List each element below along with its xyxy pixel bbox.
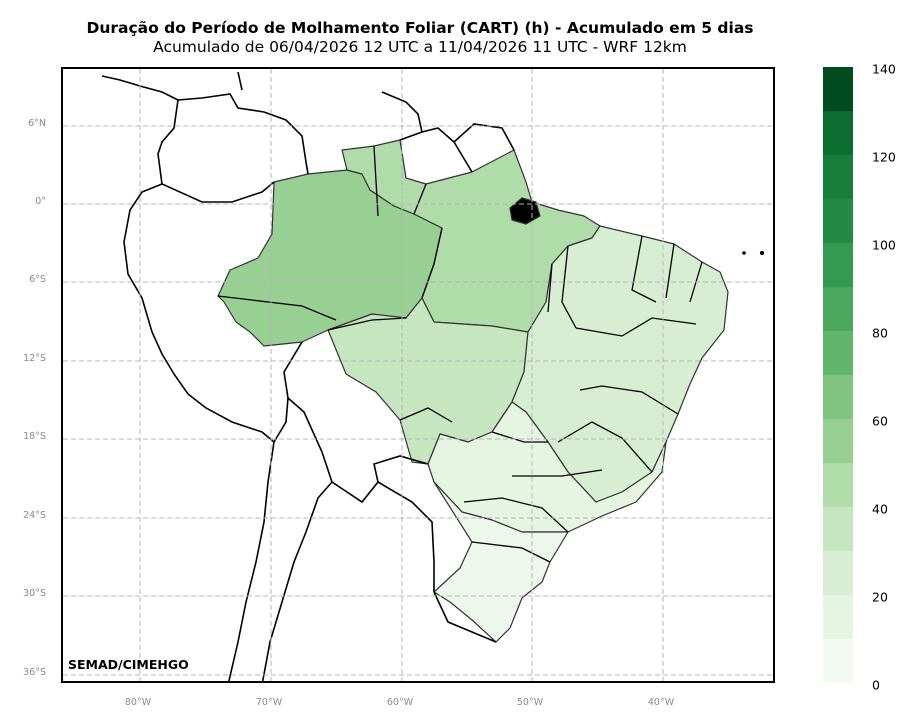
colorbar-label-60: 60 <box>872 413 888 429</box>
map-title: Duração do Período de Molhamento Foliar … <box>86 19 754 37</box>
colorbar-segment <box>823 67 853 111</box>
lat-label-36s: 36°S <box>23 667 46 678</box>
colorbar-segment <box>823 199 853 243</box>
colorbar-segment <box>823 419 853 463</box>
colorbar-segment <box>823 111 853 155</box>
lon-label-40w: 40°W <box>647 697 675 708</box>
colorbar-segment <box>823 507 853 551</box>
region-south <box>433 481 569 643</box>
lon-label-80w: 80°W <box>124 697 152 708</box>
lat-label-24s: 24°S <box>23 510 46 521</box>
lat-label-6n: 6°N <box>28 118 46 129</box>
lon-label-60w: 60°W <box>386 697 414 708</box>
colorbar-segment <box>823 243 853 287</box>
colorbar-segment <box>823 375 853 419</box>
colorbar-segment <box>823 155 853 199</box>
colorbar-segment <box>823 463 853 507</box>
lat-label-12s: 12°S <box>23 353 46 364</box>
map-subtitle: Acumulado de 06/04/2026 12 UTC a 11/04/2… <box>153 38 687 56</box>
lon-label-70w: 70°W <box>255 697 283 708</box>
credit-label: SEMAD/CIMEHGO <box>68 657 189 672</box>
map-canvas <box>63 69 773 681</box>
colorbar-segment <box>823 639 853 683</box>
islands <box>742 250 765 256</box>
colorbar-segment <box>823 595 853 639</box>
colorbar-label-40: 40 <box>872 501 888 517</box>
lat-label-6s: 6°S <box>29 274 46 285</box>
lat-label-30s: 30°S <box>23 588 46 599</box>
colorbar-label-100: 100 <box>872 237 896 253</box>
lat-label-18s: 18°S <box>23 431 46 442</box>
colorbar-segment <box>823 331 853 375</box>
colorbar-label-120: 120 <box>872 149 896 165</box>
colorbar <box>823 67 853 683</box>
lat-label-0: 0° <box>35 196 46 207</box>
graticule <box>63 69 773 681</box>
colorbar-label-80: 80 <box>872 325 888 341</box>
colorbar-label-140: 140 <box>872 61 896 77</box>
colorbar-segment <box>823 287 853 331</box>
colorbar-segment <box>823 551 853 595</box>
colorbar-label-20: 20 <box>872 589 888 605</box>
map-panel <box>61 67 775 683</box>
lon-label-50w: 50°W <box>516 697 544 708</box>
state-borders <box>217 145 703 563</box>
colorbar-label-0: 0 <box>872 677 880 693</box>
